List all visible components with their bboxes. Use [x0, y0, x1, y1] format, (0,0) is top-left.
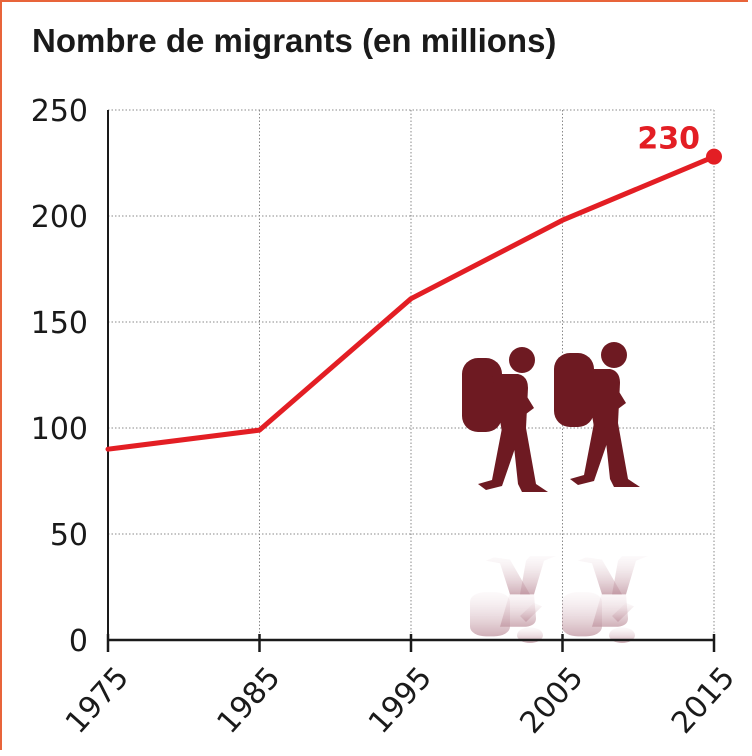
x-tick-label: 1995 [362, 660, 439, 740]
series-line [105, 154, 717, 452]
series-layer [105, 148, 722, 452]
y-tick-label: 150 [31, 306, 88, 341]
x-tick-label: 2015 [665, 660, 742, 740]
x-tick-label: 1985 [210, 660, 287, 740]
axes [106, 110, 716, 652]
y-tick-label: 250 [31, 94, 88, 129]
y-tick-label: 50 [50, 518, 88, 553]
data-label: 230 [637, 122, 700, 157]
chart-title: Nombre de migrants (en millions) [32, 22, 556, 59]
x-tick-label: 1975 [59, 660, 136, 740]
y-tick-label: 0 [69, 624, 88, 659]
x-tick-label: 2005 [513, 660, 590, 740]
hikers-with-backpacks-icon [462, 342, 648, 643]
data-point-end [706, 148, 722, 165]
y-tick-label: 200 [31, 200, 88, 235]
y-tick-label: 100 [31, 412, 88, 447]
